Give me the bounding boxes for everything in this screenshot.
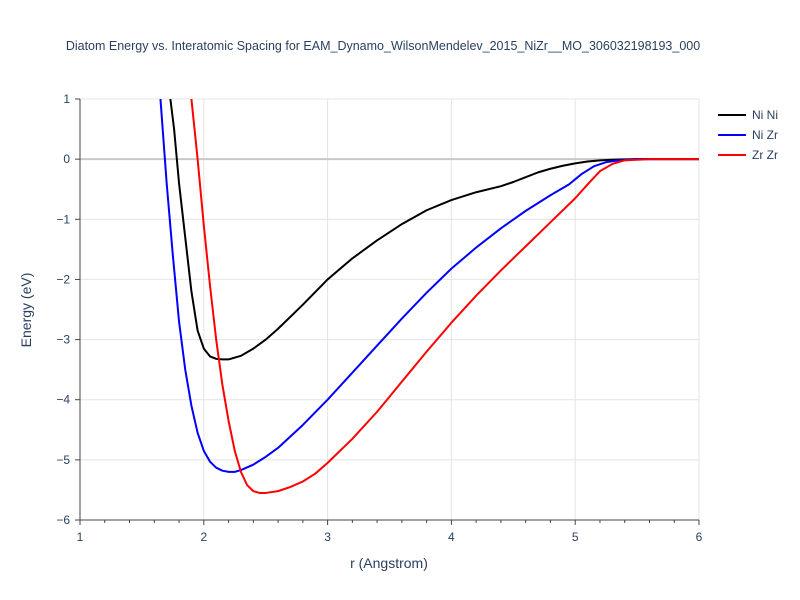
grid-lines	[80, 98, 700, 520]
y-tick-label: −4	[56, 393, 70, 407]
axes: 1 2 3 4 5 6 1 0 −1 −2 −3 −4 −5 −6	[56, 92, 702, 544]
legend-item-zr-zr[interactable]: Zr Zr	[718, 148, 778, 162]
series-line-zr-zr	[190, 99, 699, 494]
x-tick-label: 3	[324, 530, 331, 544]
y-tick-label: 0	[63, 152, 70, 166]
legend-item-ni-ni[interactable]: Ni Ni	[718, 108, 778, 122]
y-tick-label: −5	[56, 453, 70, 467]
series-line-ni-ni	[169, 99, 699, 361]
y-tick-label: −6	[56, 513, 70, 527]
legend-label: Ni Ni	[752, 108, 778, 122]
y-tick-label: −3	[56, 333, 70, 347]
legend[interactable]: Ni Ni Ni Zr Zr Zr	[718, 108, 778, 162]
legend-label: Zr Zr	[752, 148, 778, 162]
x-tick-label: 1	[77, 530, 84, 544]
x-tick-label: 2	[200, 530, 207, 544]
legend-item-ni-zr[interactable]: Ni Zr	[718, 128, 778, 142]
y-axis-title: Energy (eV)	[18, 273, 34, 348]
y-tick-label: −2	[56, 272, 70, 286]
x-tick-label: 6	[696, 530, 703, 544]
x-tick-label: 4	[448, 530, 455, 544]
chart-title: Diatom Energy vs. Interatomic Spacing fo…	[66, 39, 700, 53]
x-axis-title: r (Angstrom)	[350, 555, 428, 571]
x-tick-label: 5	[572, 530, 579, 544]
legend-label: Ni Zr	[752, 128, 778, 142]
y-tick-label: 1	[63, 92, 70, 106]
series-line-ni-zr	[159, 99, 699, 473]
series-layer	[159, 99, 699, 494]
y-tick-label: −1	[56, 212, 70, 226]
